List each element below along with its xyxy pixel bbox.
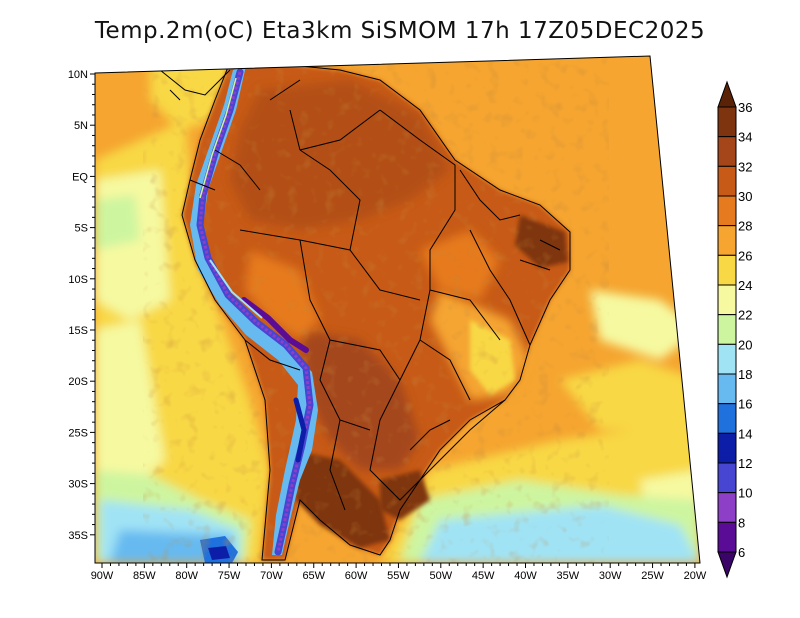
- colorbar-segment: [717, 521, 737, 553]
- longitude-axis: 90W 85W 80W 75W 70W 65W 60W 55W 50W 45W 40W 35W 30W 2…: [91, 563, 707, 582]
- colorbar-segment: [717, 462, 737, 494]
- colorbar-segment: [717, 106, 737, 138]
- lat-tick-label: 10N: [68, 69, 88, 81]
- lon-tick-label: 25W: [641, 570, 664, 582]
- temperature-field: [95, 56, 700, 563]
- colorbar-label: 34: [738, 130, 752, 145]
- lon-tick-label: 65W: [302, 570, 325, 582]
- colorbar-segment: [717, 432, 737, 464]
- colorbar-label: 10: [738, 486, 752, 501]
- lon-tick-label: 30W: [599, 570, 622, 582]
- colorbar-segment: [717, 403, 737, 434]
- lon-tick-label: 50W: [429, 570, 452, 582]
- colorbar-label: 32: [738, 159, 752, 174]
- lon-tick-label: 20W: [684, 570, 707, 582]
- lon-tick-label: 70W: [260, 570, 283, 582]
- lon-tick-label: 45W: [472, 570, 495, 582]
- latitude-axis: 10N 5N EQ 5S 10S 15S 20S 25S 30S 35S: [68, 69, 95, 542]
- colorbar-segment: [717, 165, 737, 197]
- temperature-colorbar: 36 34 32 30 28 26 24 22 20 18 16 14 12 10 8 6: [717, 80, 752, 579]
- colorbar-segment: [717, 195, 737, 227]
- lat-tick-label: 35S: [68, 530, 88, 542]
- colorbar-label: 22: [738, 308, 752, 323]
- lon-tick-label: 90W: [91, 570, 114, 582]
- colorbar-label: 20: [738, 337, 752, 352]
- lat-tick-label: 20S: [68, 376, 88, 388]
- colorbar-label: 24: [738, 278, 752, 293]
- colorbar-bottom-arrow: [717, 551, 737, 579]
- lon-tick-label: 35W: [557, 570, 580, 582]
- lon-tick-label: 75W: [218, 570, 241, 582]
- land-area: [182, 58, 570, 560]
- lat-tick-label: 25S: [68, 427, 88, 439]
- andes-cordillera: [190, 66, 318, 556]
- colorbar-label: 6: [738, 545, 745, 560]
- lat-tick-label: 15S: [68, 325, 88, 337]
- colorbar-label: 36: [738, 100, 752, 115]
- map-frame: [94, 55, 701, 564]
- lat-tick-label: 5N: [74, 120, 88, 132]
- colorbar-label: 14: [738, 426, 752, 441]
- colorbar-segment: [717, 373, 737, 405]
- colorbar-segment: [717, 225, 737, 256]
- lon-tick-label: 85W: [133, 570, 156, 582]
- colorbar-label: 26: [738, 248, 752, 263]
- colorbar-label: 30: [738, 189, 752, 204]
- colorbar-label: 8: [738, 515, 745, 530]
- colorbar-segment: [717, 254, 737, 286]
- colorbar-label: 28: [738, 219, 752, 234]
- colorbar-label: 12: [738, 456, 752, 471]
- lat-tick-label: EQ: [72, 171, 88, 183]
- colorbar-segment: [717, 343, 737, 375]
- colorbar-segment: [717, 492, 737, 523]
- lon-tick-label: 55W: [387, 570, 410, 582]
- colorbar-segment: [717, 284, 737, 316]
- lat-tick-label: 30S: [68, 479, 88, 491]
- colorbar-segment: [717, 136, 737, 167]
- lon-tick-label: 60W: [345, 570, 368, 582]
- map-title: Temp.2m(oC) Eta3km SiSMOM 17h 17Z05DEC20…: [94, 18, 706, 44]
- lat-tick-label: 5S: [75, 223, 88, 235]
- colorbar-top-arrow: [717, 80, 737, 108]
- colorbar-segment: [717, 314, 737, 345]
- lat-tick-label: 10S: [68, 274, 88, 286]
- lon-tick-label: 40W: [514, 570, 537, 582]
- colorbar-label: 16: [738, 397, 752, 412]
- colorbar-label: 18: [738, 367, 752, 382]
- borders: [139, 57, 571, 561]
- lon-tick-label: 80W: [175, 570, 198, 582]
